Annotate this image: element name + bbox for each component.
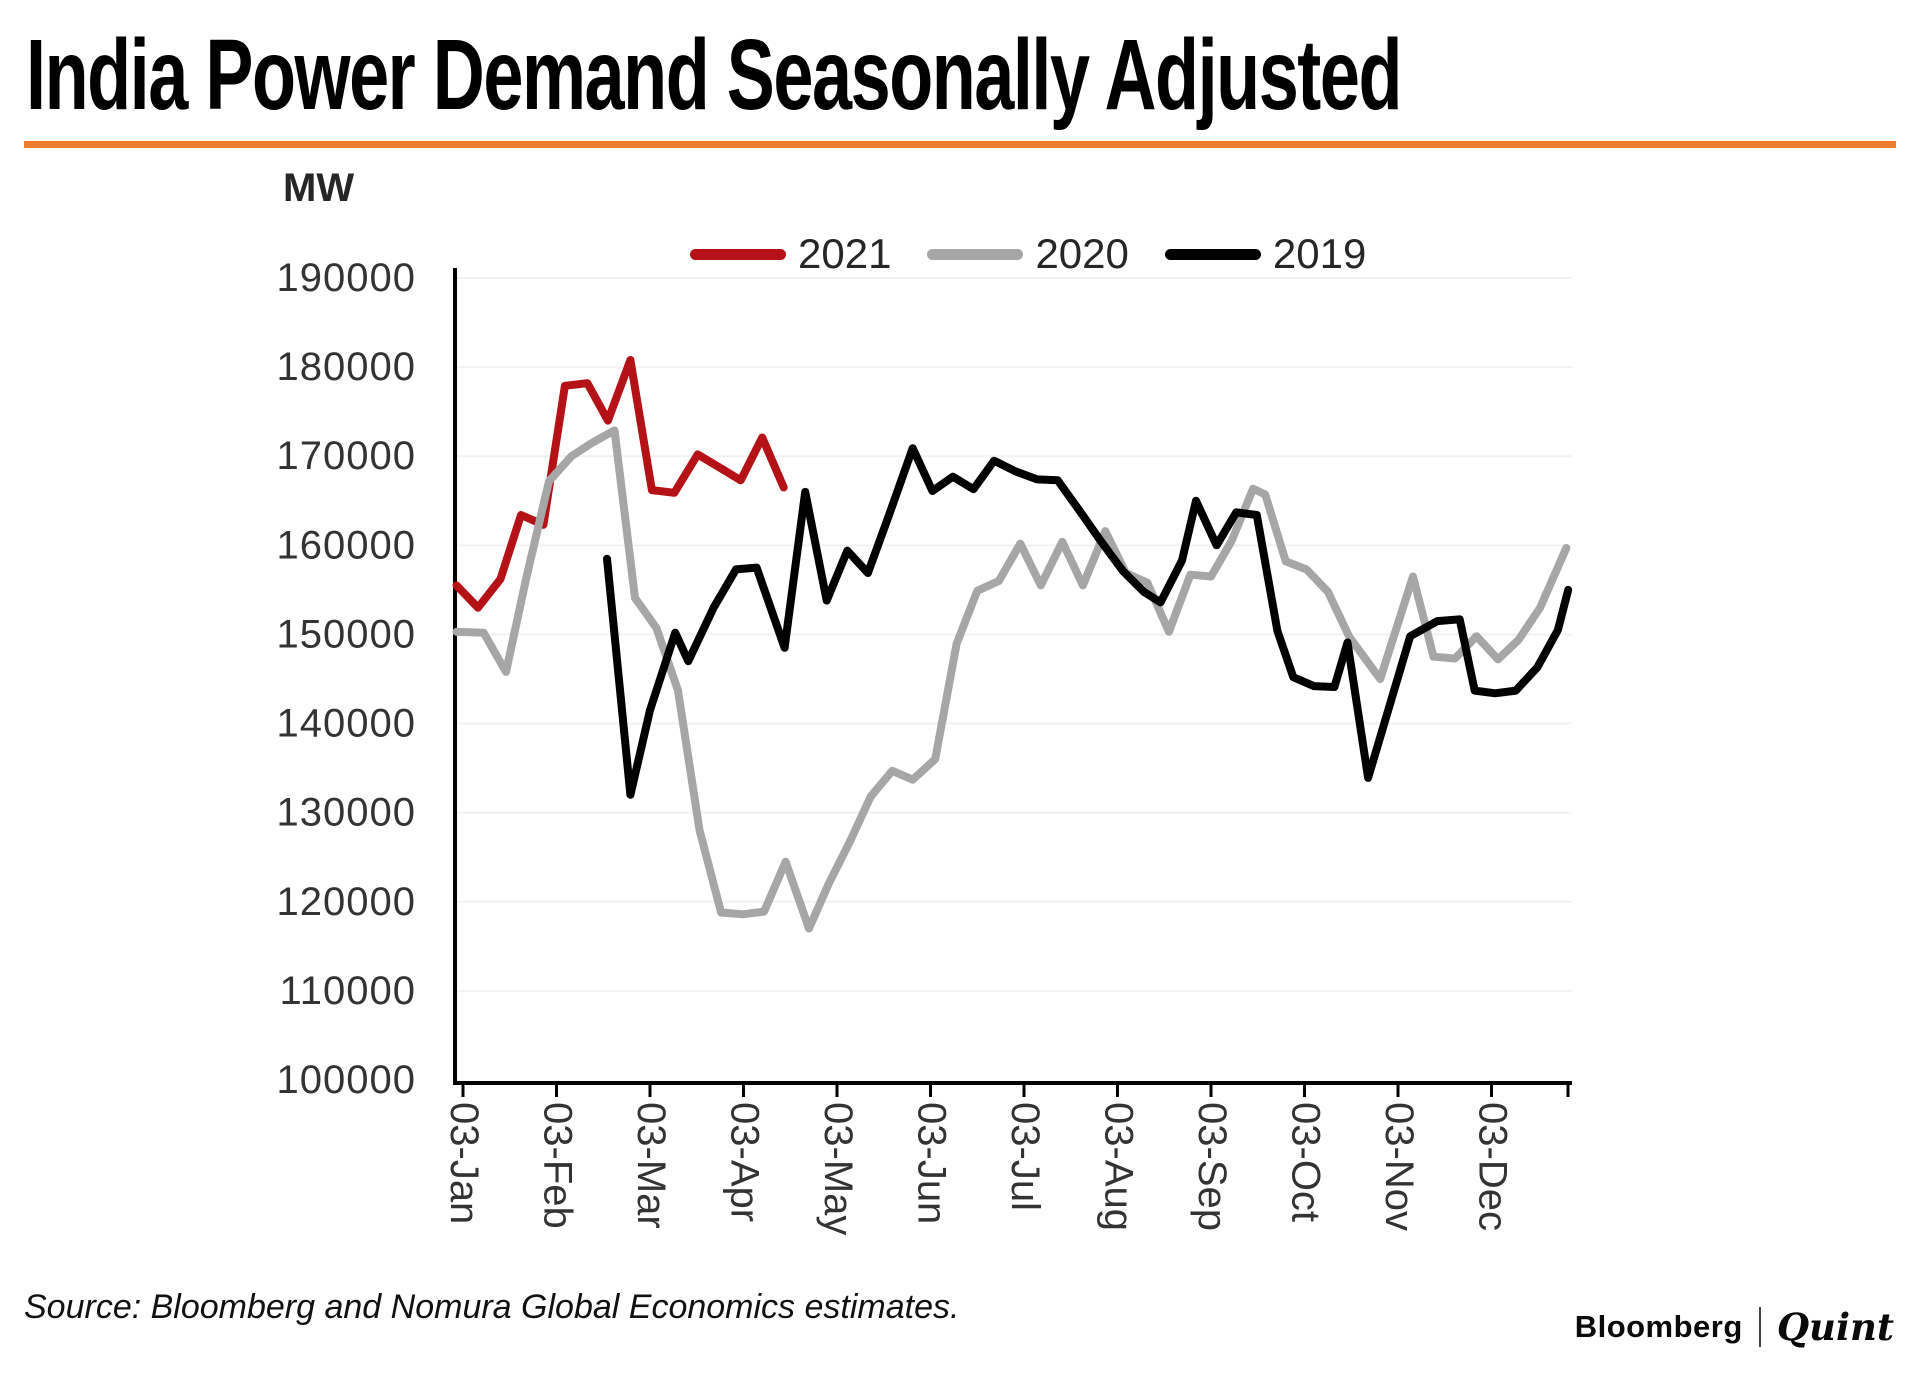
y-tick-label-110000: 110000 (279, 969, 416, 1013)
brand-quint: Quint (1776, 1305, 1894, 1349)
y-tick-label-130000: 130000 (277, 791, 416, 835)
brand-bloomberg: Bloomberg (1574, 1309, 1743, 1344)
x-tick-label-03-Jul: 03-Jul (1003, 1102, 1047, 1211)
x-tick-label-03-Dec: 03-Dec (1471, 1102, 1515, 1231)
y-tick-label-160000: 160000 (277, 523, 416, 567)
y-tick-label-140000: 140000 (277, 702, 416, 746)
legend-item-2020: 2020 (927, 230, 1129, 278)
y-axis-unit-label: MW (283, 166, 355, 210)
legend-label-2021: 2021 (798, 230, 892, 277)
y-tick-label-150000: 150000 (277, 612, 416, 656)
y-tick-label-180000: 180000 (277, 345, 416, 389)
y-tick-label-170000: 170000 (277, 434, 416, 478)
series-line-2021 (452, 356, 788, 612)
y-tick-label-190000: 190000 (277, 256, 416, 300)
x-tick-label-03-Sep: 03-Sep (1190, 1102, 1234, 1231)
brand-divider (1758, 1307, 1761, 1347)
legend-item-2019: 2019 (1164, 230, 1367, 278)
series-line-2019 (603, 444, 1573, 799)
x-tick-label-03-Feb: 03-Feb (536, 1102, 580, 1229)
legend-label-2020: 2020 (1035, 230, 1129, 277)
x-tick-label-03-Jun: 03-Jun (910, 1102, 954, 1224)
x-tick-label-03-May: 03-May (816, 1102, 860, 1235)
x-tick-label-03-Aug: 03-Aug (1097, 1102, 1141, 1231)
source-note: Source: Bloomberg and Nomura Global Econ… (24, 1288, 960, 1326)
x-tick-label-03-Nov: 03-Nov (1377, 1102, 1421, 1231)
y-tick-label-120000: 120000 (277, 880, 416, 924)
brand-footer: Bloomberg Quint (1575, 1305, 1894, 1349)
chart-legend: 2021 2020 2019 (690, 230, 1366, 278)
legend-label-2019: 2019 (1272, 230, 1367, 277)
x-tick-label-03-Jan: 03-Jan (442, 1102, 486, 1224)
x-tick-label-03-Mar: 03-Mar (629, 1102, 673, 1229)
chart-title: India Power Demand Seasonally Adjusted (26, 19, 1402, 131)
legend-swatch-2020 (927, 248, 1024, 260)
legend-swatch-2021 (690, 248, 786, 260)
series-line-2020 (452, 426, 1571, 933)
y-tick-label-100000: 100000 (277, 1058, 416, 1102)
accent-rule (24, 141, 1896, 148)
x-tick-label-03-Oct: 03-Oct (1284, 1102, 1328, 1222)
legend-item-2021: 2021 (690, 230, 891, 278)
legend-swatch-2019 (1164, 248, 1261, 260)
x-tick-label-03-Apr: 03-Apr (723, 1102, 767, 1222)
